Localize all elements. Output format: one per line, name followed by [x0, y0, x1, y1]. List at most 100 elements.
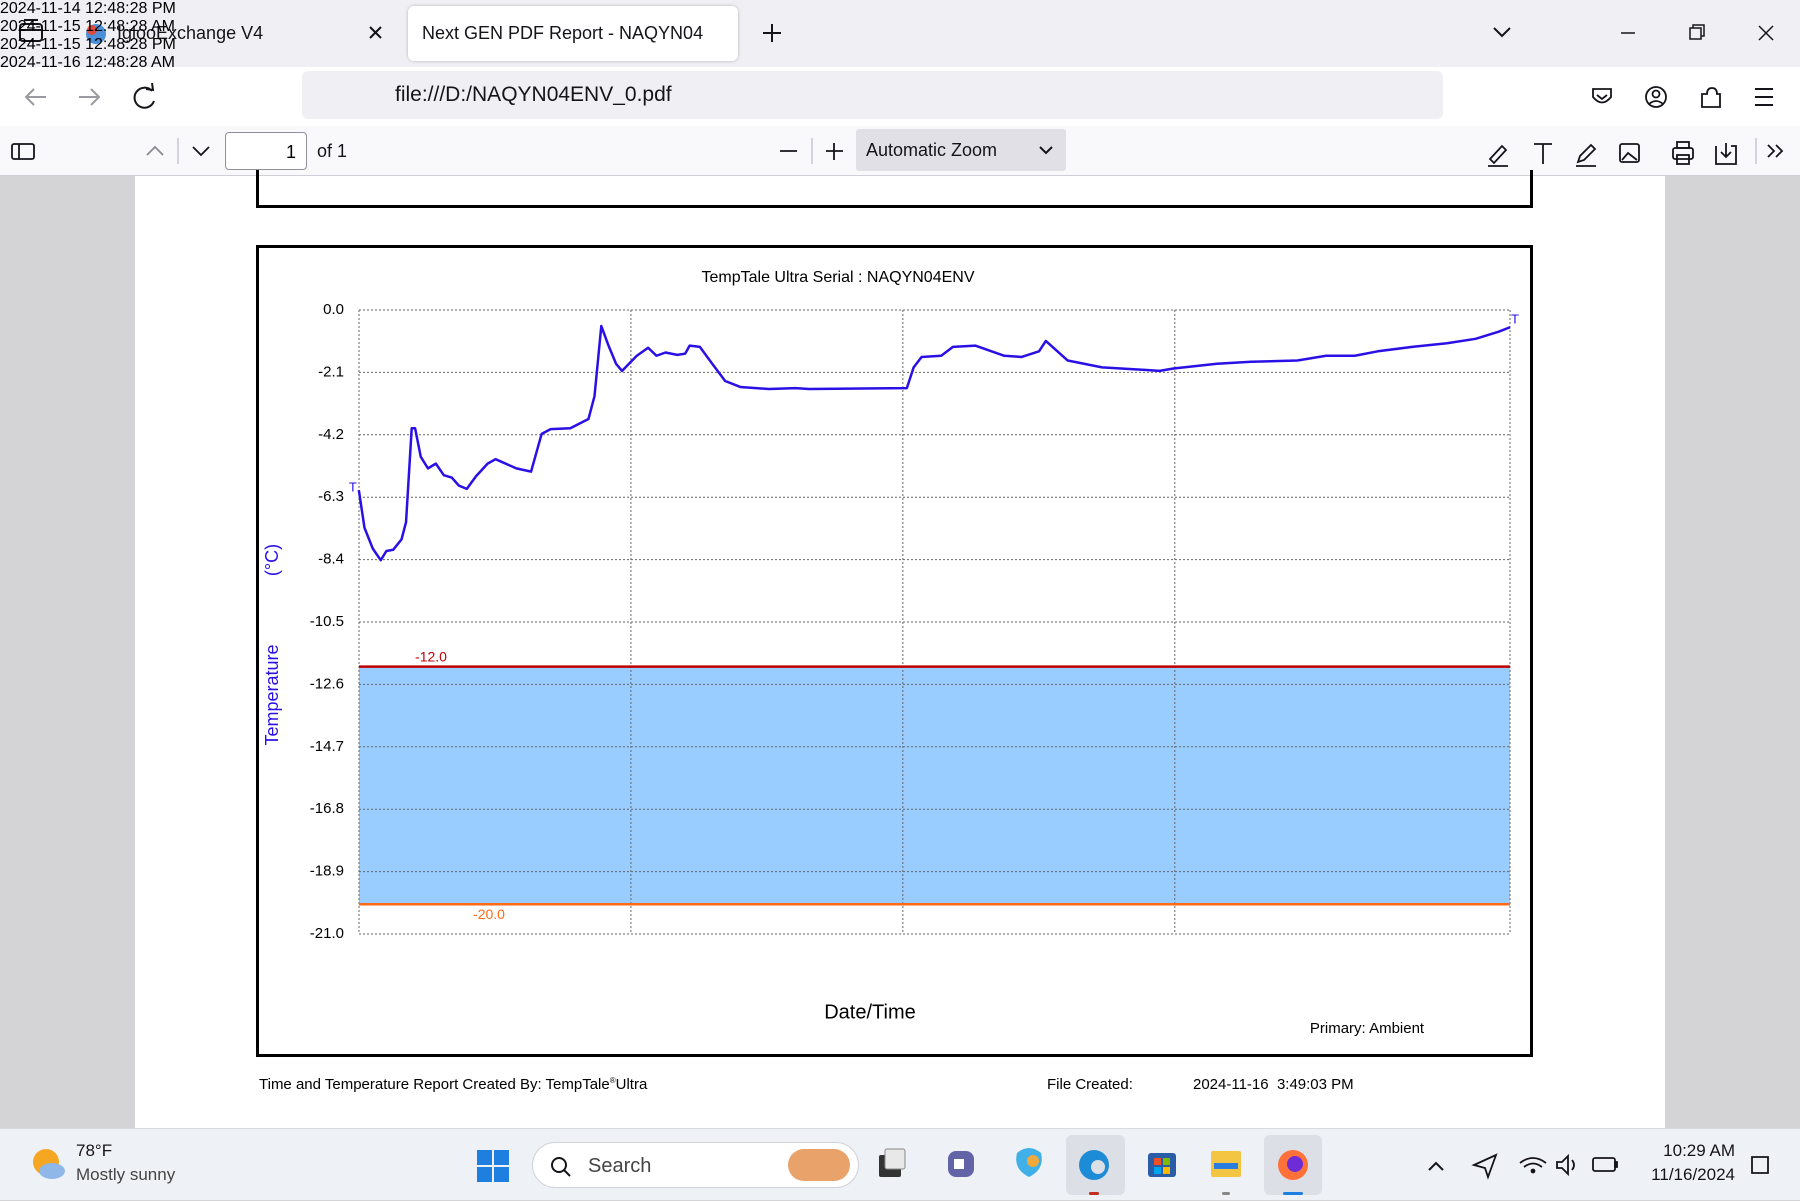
y-tick-label: -8.4: [318, 551, 344, 568]
zoom-in-button[interactable]: [826, 143, 843, 160]
account-button[interactable]: [1645, 86, 1667, 108]
print-button[interactable]: [1672, 141, 1694, 165]
x-axis-label: Date/Time: [824, 1001, 916, 1023]
text-button[interactable]: [1534, 143, 1552, 164]
volume-icon[interactable]: [1556, 1153, 1575, 1177]
reload-button[interactable]: [133, 82, 155, 109]
y-tick-label: -16.8: [310, 800, 344, 817]
close-window-button[interactable]: [1758, 25, 1774, 41]
extensions-button[interactable]: [1701, 87, 1721, 108]
x-tick-label: 2024-11-15 12:48:28 PM: [0, 36, 176, 53]
tab-title: IglooExchange V4: [117, 23, 264, 43]
report-credit: Time and Temperature Report Created By: …: [259, 1076, 647, 1093]
close-tab-button[interactable]: [369, 26, 382, 39]
next-page-button[interactable]: [192, 146, 210, 157]
end-marker: T: [1511, 312, 1519, 327]
active-tab[interactable]: Next GEN PDF Report - NAQYN04E: [408, 6, 738, 61]
y-axis-label: Temperature: [262, 644, 282, 745]
sidebar-toggle[interactable]: [11, 143, 35, 160]
tab-bar: IglooExchange V4 Next GEN PDF Report - N…: [0, 0, 1800, 67]
chart-note: Primary: Ambient: [1310, 1020, 1425, 1037]
y-tick-label: -21.0: [310, 925, 344, 942]
weather-icon[interactable]: [33, 1149, 65, 1179]
data-line: [357, 324, 1511, 562]
notifications-icon[interactable]: [1751, 1156, 1769, 1174]
y-tick-label: -6.3: [318, 488, 344, 505]
y-tick-label: -18.9: [310, 863, 344, 880]
forward-button[interactable]: [79, 88, 101, 106]
weather-condition: Mostly sunny: [76, 1165, 176, 1184]
list-all-tabs-button[interactable]: [1493, 27, 1511, 38]
x-tick-label: 2024-11-15 12:48:28 AM: [0, 18, 175, 35]
clock-date[interactable]: 11/16/2024: [1651, 1165, 1735, 1184]
url-text: file:///D:/NAQYN04ENV_0.pdf: [395, 83, 672, 106]
location-icon[interactable]: [1471, 1153, 1498, 1180]
tools-button[interactable]: [1767, 144, 1784, 158]
dropdown-arrow: [1039, 146, 1053, 155]
search-placeholder: Search: [588, 1155, 652, 1177]
store-icon[interactable]: [1148, 1153, 1176, 1177]
show-hidden-icons[interactable]: [1428, 1161, 1444, 1171]
battery-icon[interactable]: [1592, 1157, 1618, 1172]
y-tick-label: -14.7: [310, 738, 344, 755]
chart-title: TempTale Ultra Serial : NAQYN04ENV: [702, 269, 975, 286]
taskbar: 78°F Mostly sunny Search 10:29 AM 11/16/…: [0, 1128, 1800, 1200]
credit-text: Time and Temperature Report Created By: …: [259, 1076, 610, 1093]
y-tick-label: -10.5: [310, 613, 344, 630]
x-tick-label: 2024-11-14 12:48:28 PM: [0, 0, 176, 17]
start-button[interactable]: [477, 1150, 509, 1182]
tab[interactable]: IglooExchange V4: [69, 6, 396, 61]
task-view-button[interactable]: [879, 1148, 906, 1177]
pocket-button[interactable]: [1592, 88, 1612, 104]
highlight-button[interactable]: [1488, 144, 1508, 167]
taskbar-icons: [33, 1135, 1769, 1195]
search-box[interactable]: Search: [532, 1142, 859, 1188]
file-explorer-icon[interactable]: [1211, 1151, 1241, 1195]
y-axis-unit: (°C): [262, 544, 282, 576]
page-number: 1: [285, 142, 296, 162]
search-icon: [551, 1157, 571, 1177]
chart-frame: [256, 245, 1533, 1057]
registered-mark: ®: [609, 1076, 616, 1085]
y-tick-label: -12.6: [310, 675, 344, 692]
file-created-label: File Created:: [1047, 1076, 1133, 1093]
clock-time[interactable]: 10:29 AM: [1663, 1141, 1735, 1160]
pdf-toolbar: 1 of 1 Automatic Zoom: [0, 126, 1800, 176]
menu-button[interactable]: [1755, 88, 1773, 106]
restore-button[interactable]: [1689, 24, 1705, 40]
back-button[interactable]: [24, 88, 46, 106]
save-button[interactable]: [1715, 143, 1737, 165]
weather-temperature: 78°F: [76, 1141, 113, 1160]
zoom-value: Automatic Zoom: [866, 140, 998, 160]
url-bar[interactable]: file:///D:/NAQYN04ENV_0.pdf: [302, 71, 1443, 119]
zoom-select[interactable]: Automatic Zoom: [856, 129, 1066, 171]
tab-list-button[interactable]: [19, 19, 43, 42]
edge-icon[interactable]: [1079, 1150, 1109, 1195]
previous-section-box: [256, 170, 1533, 208]
product-name: Ultra: [615, 1076, 648, 1093]
wifi-icon[interactable]: [1519, 1157, 1547, 1174]
pdf-toolbar-icons: [11, 138, 1784, 167]
teams-icon[interactable]: [948, 1151, 974, 1177]
previous-page-button[interactable]: [146, 145, 164, 156]
start-marker: T: [349, 480, 357, 495]
y-tick-label: 0.0: [323, 301, 344, 318]
copilot-icon[interactable]: [1016, 1148, 1042, 1177]
limit-label: -12.0: [415, 648, 447, 664]
search-highlight: [788, 1149, 850, 1181]
tab-favicon: [86, 24, 106, 44]
limit-label: -20.0: [473, 906, 505, 922]
draw-button[interactable]: [1576, 143, 1597, 167]
tab-title: Next GEN PDF Report - NAQYN04E: [422, 23, 704, 43]
page-count: of 1: [317, 141, 348, 161]
y-tick-label: -4.2: [318, 426, 344, 443]
image-button[interactable]: [1619, 143, 1640, 163]
firefox-icon[interactable]: [1264, 1135, 1322, 1195]
file-created-date: 2024-11-16 3:49:03 PM: [1193, 1076, 1354, 1093]
pdf-page: [135, 176, 1665, 1128]
new-tab-button[interactable]: [763, 24, 781, 42]
page-number-input[interactable]: 1: [225, 132, 307, 170]
